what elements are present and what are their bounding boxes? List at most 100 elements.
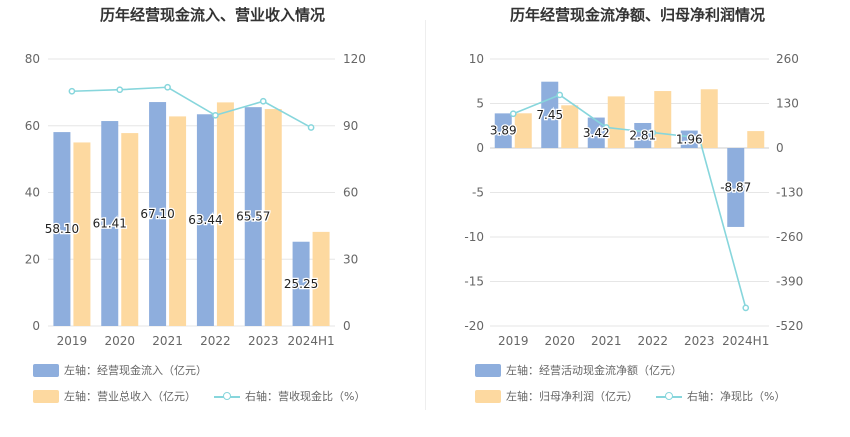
- x-axis-tick-label: 2024H1: [287, 334, 334, 348]
- right-axis-tick-label: -390: [776, 275, 803, 289]
- bar-secondary: [607, 96, 625, 148]
- bar-data-label: 7.45: [536, 108, 563, 122]
- ratio-point: [509, 110, 517, 118]
- chart-title: 历年经营现金流入、营业收入情况: [99, 6, 325, 24]
- chart-panel-net-cash: 历年经营现金流净额、归母净利润情况 -20 -15 -10 -5 0 5 10 -520 -39…: [425, 0, 850, 437]
- x-axis-tick-label: 2021: [152, 334, 183, 348]
- bar-primary: [680, 130, 698, 148]
- bar-primary: [494, 113, 512, 148]
- ratio-point: [556, 91, 564, 99]
- legend-row: 左轴：归母净利润（亿元） 右轴：净现比（%）: [475, 388, 803, 404]
- bar-primary: [53, 132, 71, 326]
- x-axis-tick-label: 2022: [200, 334, 231, 348]
- x-axis-tick-label: 2023: [684, 334, 715, 348]
- bar-secondary: [216, 102, 234, 326]
- bar-data-label: 1.96: [676, 132, 703, 146]
- left-axis-tick-label: 60: [25, 119, 40, 133]
- bar-primary: [196, 114, 214, 326]
- ratio-point: [602, 124, 610, 131]
- bar-data-label: 65.57: [236, 210, 270, 224]
- x-axis-tick-label: 2019: [498, 334, 529, 348]
- bar-primary: [541, 81, 559, 148]
- bar-data-label: 2.81: [629, 128, 656, 142]
- right-axis-tick-label: 0: [776, 141, 784, 155]
- bar-secondary: [747, 131, 765, 148]
- legend-swatch: [33, 363, 59, 377]
- left-axis-tick-label: 5: [476, 97, 484, 111]
- bar-secondary: [169, 116, 187, 326]
- right-axis-tick-label: 30: [343, 252, 358, 266]
- left-axis-tick-label: -15: [464, 275, 484, 289]
- bar-secondary: [514, 113, 532, 148]
- bar-data-label: 25.25: [284, 277, 318, 291]
- bar-data-label: 58.10: [45, 222, 79, 236]
- ratio-line: [71, 86, 312, 129]
- bar-data-label: 63.44: [188, 213, 222, 227]
- legend-item[interactable]: 左轴：营业总收入（亿元）: [33, 388, 196, 404]
- chart-title: 历年经营现金流净额、归母净利润情况: [509, 6, 765, 24]
- legend-item[interactable]: 左轴：经营现金流入（亿元）: [33, 362, 207, 378]
- bar-secondary: [561, 105, 579, 148]
- panel-divider: [425, 20, 426, 410]
- ratio-point: [259, 97, 267, 105]
- bar-primary: [101, 121, 119, 326]
- legend-item[interactable]: 左轴：归母净利润（亿元）: [475, 388, 638, 404]
- ratio-point: [164, 83, 171, 91]
- bar-data-label: 3.42: [583, 126, 610, 140]
- bar-primary: [292, 241, 310, 326]
- right-axis-tick-label: 130: [776, 97, 799, 111]
- bar-data-label: 3.89: [490, 124, 517, 138]
- bar-primary: [244, 107, 262, 326]
- legend-item[interactable]: 右轴：营收现金比（%）: [214, 388, 365, 404]
- ratio-point: [695, 134, 703, 142]
- ratio-point: [649, 129, 657, 136]
- bar-primary: [149, 102, 167, 327]
- right-axis-tick-label: 60: [343, 186, 358, 200]
- bar-secondary: [264, 109, 282, 326]
- right-axis-tick-label: -260: [776, 230, 803, 244]
- ratio-point: [212, 111, 219, 119]
- chart-panel-cash-inflow: 历年经营现金流入、营业收入情况 0 20 40 60 80 0 30 60 90 120 2019 2…: [25, 6, 383, 404]
- left-axis-tick-label: -10: [464, 230, 484, 244]
- ratio-point: [68, 87, 76, 95]
- left-axis-tick-label: 40: [25, 186, 40, 200]
- chart-canvas: 0 20 40 60 80 0 30 60 90 120 2019 2020 2021 2022 2023 2…: [25, 52, 366, 348]
- legend-item[interactable]: 右轴：净现比（%）: [656, 388, 785, 404]
- left-axis-tick-label: 20: [25, 252, 40, 266]
- left-axis-tick-label: 10: [469, 52, 484, 66]
- x-axis-tick-label: 2024H1: [722, 334, 769, 348]
- legend-item[interactable]: 左轴：经营活动现金流净额（亿元）: [475, 362, 682, 378]
- legend-swatch: [33, 389, 59, 403]
- x-axis-tick-label: 2022: [637, 334, 668, 348]
- legend-swatch: [475, 389, 501, 403]
- bar-secondary: [121, 133, 139, 326]
- bar-secondary: [312, 231, 330, 326]
- left-axis-tick-label: 0: [32, 319, 40, 333]
- bar-data-label: -8.87: [720, 180, 751, 194]
- legend-label: 右轴：净现比（%）: [687, 390, 786, 403]
- left-axis-tick-label: 80: [25, 52, 40, 66]
- legend-label: 左轴：营业总收入（亿元）: [64, 390, 196, 403]
- bar-secondary: [654, 91, 672, 148]
- legend-label: 左轴：归母净利润（亿元）: [506, 390, 638, 403]
- right-axis-tick-label: 120: [343, 52, 366, 66]
- x-axis-tick-label: 2023: [248, 334, 279, 348]
- bar-data-label: 67.10: [140, 207, 174, 221]
- legend-row: 左轴：经营现金流入（亿元）: [33, 362, 225, 378]
- bar-primary: [634, 122, 652, 148]
- legend-label: 左轴：经营活动现金流净额（亿元）: [506, 364, 682, 377]
- right-axis-tick-label: 90: [343, 119, 358, 133]
- bar-primary: [587, 117, 605, 148]
- right-axis-tick-label: -520: [776, 319, 803, 333]
- legend-row: 左轴：营业总收入（亿元） 右轴：营收现金比（%）: [33, 388, 383, 404]
- legend-row: 左轴：经营活动现金流净额（亿元）: [475, 362, 700, 378]
- legend-swatch: [475, 363, 501, 377]
- ratio-point: [742, 304, 750, 312]
- ratio-line: [512, 94, 747, 309]
- x-axis-tick-label: 2020: [104, 334, 135, 348]
- x-axis-tick-label: 2019: [57, 334, 88, 348]
- x-axis-tick-label: 2020: [544, 334, 575, 348]
- bar-secondary: [73, 142, 91, 326]
- legend-swatch: [656, 390, 682, 403]
- left-axis-tick-label: 0: [476, 141, 484, 155]
